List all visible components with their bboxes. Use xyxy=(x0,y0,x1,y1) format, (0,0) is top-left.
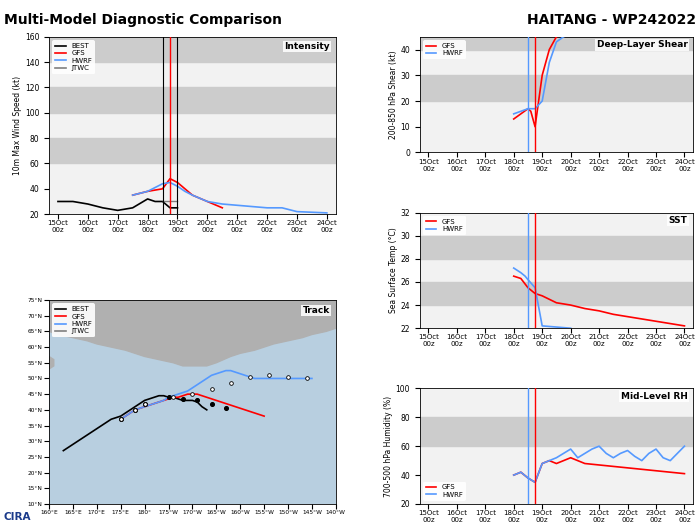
Point xyxy=(130,406,141,414)
Bar xyxy=(49,138,336,163)
Point xyxy=(139,400,150,408)
Legend: GFS, HWRF: GFS, HWRF xyxy=(424,216,466,235)
Legend: GFS, HWRF: GFS, HWRF xyxy=(424,40,466,59)
Point xyxy=(302,374,313,383)
Text: Deep-Layer Shear: Deep-Layer Shear xyxy=(596,40,687,49)
Bar xyxy=(420,236,693,259)
Point xyxy=(139,400,150,408)
Polygon shape xyxy=(0,379,39,397)
Bar xyxy=(420,37,693,49)
Text: HAITANG - WP242022: HAITANG - WP242022 xyxy=(527,13,696,27)
Text: SST: SST xyxy=(668,216,687,225)
Polygon shape xyxy=(35,353,54,375)
Y-axis label: 10m Max Wind Speed (kt): 10m Max Wind Speed (kt) xyxy=(13,76,22,175)
Point xyxy=(115,415,126,424)
Point xyxy=(206,400,217,408)
Text: Intensity: Intensity xyxy=(284,42,330,51)
Point xyxy=(220,404,232,413)
Point xyxy=(163,393,174,402)
Y-axis label: 700-500 hPa Humidity (%): 700-500 hPa Humidity (%) xyxy=(384,396,393,497)
Point xyxy=(168,393,179,402)
Point xyxy=(130,406,141,414)
Polygon shape xyxy=(49,300,336,366)
Y-axis label: Sea Surface Temp (°C): Sea Surface Temp (°C) xyxy=(389,227,398,313)
Y-axis label: 200-850 hPa Shear (kt): 200-850 hPa Shear (kt) xyxy=(389,50,398,139)
Point xyxy=(192,396,203,405)
Text: CIRA: CIRA xyxy=(4,512,31,522)
Point xyxy=(244,373,256,381)
Legend: BEST, GFS, HWRF, JTWC: BEST, GFS, HWRF, JTWC xyxy=(52,303,95,337)
Legend: GFS, HWRF: GFS, HWRF xyxy=(424,481,466,500)
Bar xyxy=(420,417,693,446)
Text: Mid-Level RH: Mid-Level RH xyxy=(621,392,687,401)
Point xyxy=(177,395,188,403)
Point xyxy=(115,415,126,424)
Legend: BEST, GFS, HWRF, JTWC: BEST, GFS, HWRF, JTWC xyxy=(52,40,95,74)
Bar xyxy=(420,282,693,305)
Point xyxy=(206,385,217,394)
Point xyxy=(282,373,293,381)
Point xyxy=(263,371,274,380)
Point xyxy=(225,379,237,387)
Bar xyxy=(420,75,693,101)
Bar xyxy=(49,37,336,62)
Text: Track: Track xyxy=(303,306,330,315)
Text: Multi-Model Diagnostic Comparison: Multi-Model Diagnostic Comparison xyxy=(4,13,281,27)
Point xyxy=(187,390,198,398)
Bar xyxy=(49,88,336,113)
